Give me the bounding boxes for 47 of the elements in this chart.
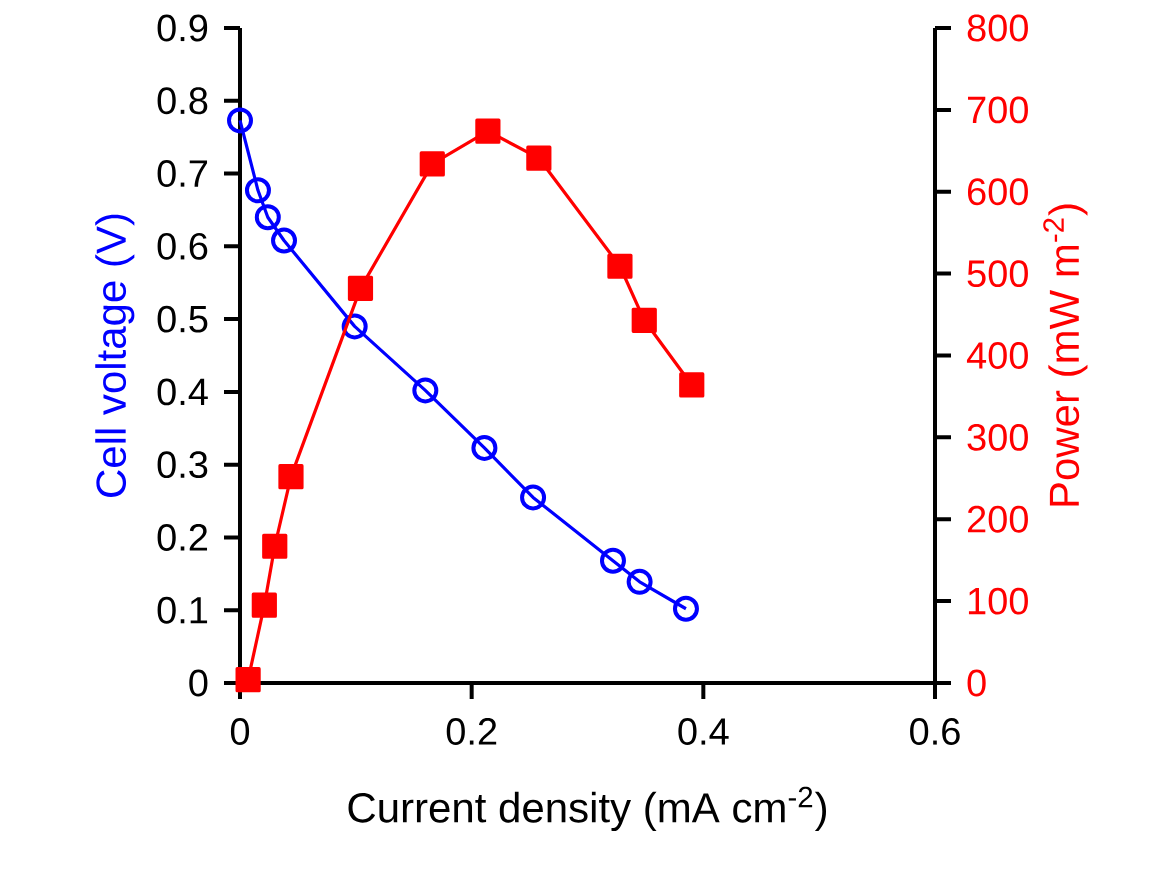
point <box>254 204 281 231</box>
y-tick-label: 0.4 <box>157 378 208 406</box>
point <box>347 275 374 301</box>
point <box>227 107 253 134</box>
y2-tick-label: 100 <box>968 587 1028 615</box>
y2-tick-label: 800 <box>967 14 1028 42</box>
point <box>262 533 288 559</box>
y-tick-label: 0 <box>189 669 208 697</box>
point <box>626 568 653 595</box>
y2-tick-label: 0 <box>967 669 986 697</box>
point <box>607 253 633 279</box>
point <box>278 464 304 490</box>
y-tick-label: 0.1 <box>157 596 208 624</box>
y2-tick-label: 300 <box>967 423 1028 451</box>
y-tick-label: 0.8 <box>157 87 208 115</box>
point <box>475 118 501 144</box>
point <box>251 592 277 618</box>
y-tick-label: 0.7 <box>157 160 208 188</box>
x-tick-label: 0.2 <box>446 718 497 745</box>
point <box>471 434 498 461</box>
point <box>599 547 626 574</box>
point <box>679 372 705 398</box>
point <box>244 177 271 204</box>
y-tick-label: 0.6 <box>157 232 208 260</box>
point <box>672 595 699 622</box>
point <box>235 667 261 693</box>
y-tick-label: 0.9 <box>157 14 208 42</box>
x-tick-label: 0.6 <box>910 718 960 745</box>
y2-tick-label: 600 <box>967 178 1028 206</box>
x-axis-title: Current density (mA cm$^{-2}$) <box>348 786 827 831</box>
y2-tick-label: 400 <box>966 342 1028 369</box>
point <box>631 307 657 333</box>
x-tick-label: 0.4 <box>678 718 729 745</box>
point <box>419 151 445 177</box>
y-tick-label: 0.3 <box>157 451 208 479</box>
x-tick-label: 0 <box>230 718 250 745</box>
y-tick-label: 0.5 <box>157 305 208 333</box>
point <box>526 145 552 171</box>
point <box>412 377 439 404</box>
point <box>271 227 298 254</box>
y2-axis-title: Power (mW m$^{-2}$) <box>1043 204 1088 506</box>
y2-tick-label: 500 <box>967 260 1028 288</box>
y-tick-label: 0.2 <box>157 523 208 551</box>
y-axis-title: Cell voltage (V) <box>95 214 135 497</box>
y2-tick-label: 200 <box>967 505 1028 533</box>
point <box>520 484 547 511</box>
y2-tick-label: 700 <box>968 96 1028 124</box>
